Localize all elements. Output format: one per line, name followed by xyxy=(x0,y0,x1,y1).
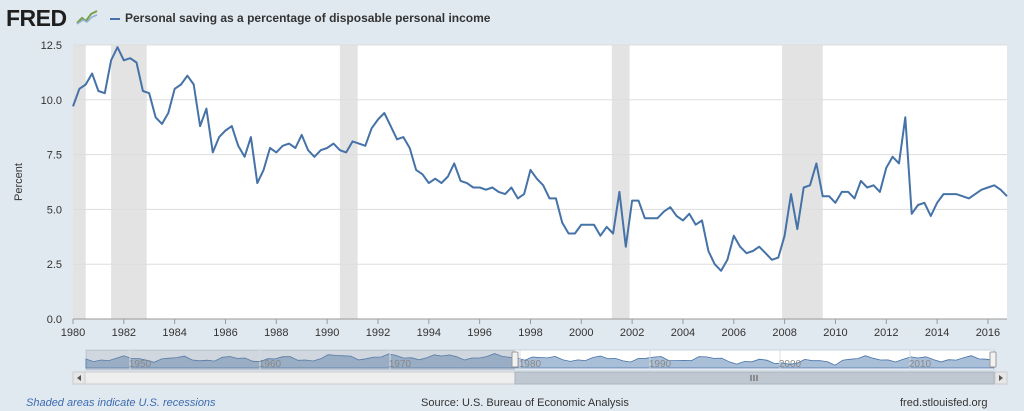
x-tick-label: 1992 xyxy=(366,327,390,339)
x-tick-label: 2016 xyxy=(976,327,1000,339)
x-tick-label: 2014 xyxy=(925,327,949,339)
x-tick-label: 2002 xyxy=(620,327,644,339)
arrow-left-icon xyxy=(77,375,81,381)
navigator-tick-label: 1990 xyxy=(649,359,672,370)
navigator-tick-label: 1970 xyxy=(389,359,412,370)
x-tick-label: 1986 xyxy=(213,327,237,339)
x-tick-label: 2000 xyxy=(569,327,593,339)
navigator-unselected-mask xyxy=(86,350,515,370)
y-axis: 0.0 2.5 5.0 7.5 10.0 12.5 xyxy=(41,40,62,326)
fred-logo[interactable]: FRED xyxy=(6,5,67,31)
x-tick-label: 1988 xyxy=(264,327,288,339)
recession-band-4 xyxy=(782,45,823,319)
recession-note[interactable]: Shaded areas indicate U.S. recessions xyxy=(26,397,216,409)
navigator-handle-left[interactable] xyxy=(511,351,519,368)
navigator-tick-label: 1950 xyxy=(129,359,152,370)
x-tick-label: 1984 xyxy=(162,327,186,339)
recession-band-0 xyxy=(73,45,86,319)
x-tick-label: 2004 xyxy=(671,327,695,339)
series-layer xyxy=(72,46,1008,272)
source-note: Source: U.S. Bureau of Economic Analysis xyxy=(421,397,629,409)
x-tick-label: 2008 xyxy=(772,327,796,339)
recession-shading xyxy=(73,45,823,319)
y-tick-label: 7.5 xyxy=(47,150,62,162)
x-tick-label: 2006 xyxy=(722,327,746,339)
arrow-right-icon xyxy=(999,375,1003,381)
x-tick-label: 1996 xyxy=(467,327,491,339)
x-tick-label: 2012 xyxy=(874,327,898,339)
navigator-ticks: 1950 1960 1970 1980 1990 2000 2010 xyxy=(129,350,932,370)
navigator-handle-right[interactable] xyxy=(989,351,997,368)
x-tick-label: 1982 xyxy=(112,327,136,339)
x-axis: 1980 1982 1984 1986 1988 1990 1992 1994 1996 1998… xyxy=(61,319,1000,339)
site-credit[interactable]: fred.stlouisfed.org xyxy=(900,397,988,409)
navigator-tick-label: 2010 xyxy=(909,359,932,370)
navigator-tick-label: 2000 xyxy=(779,359,802,370)
y-tick-label: 2.5 xyxy=(47,259,62,271)
navigator-series xyxy=(85,353,995,369)
y-tick-label: 12.5 xyxy=(41,40,62,52)
recession-band-3 xyxy=(611,45,630,319)
chart-header: FRED Personal saving as a percentage of … xyxy=(0,0,1024,36)
navigator-tick-label: 1960 xyxy=(259,359,282,370)
fred-chart-icon xyxy=(76,9,98,25)
navigator-tick-label: 1980 xyxy=(519,359,542,370)
x-tick-label: 1980 xyxy=(61,327,85,339)
x-tick-label: 1998 xyxy=(518,327,542,339)
gridlines xyxy=(73,44,1007,265)
y-tick-label: 10.0 xyxy=(41,95,62,107)
x-tick-label: 1994 xyxy=(417,327,441,339)
x-tick-label: 2010 xyxy=(823,327,847,339)
navigator[interactable]: 1950 1960 1970 1980 1990 2000 2010 xyxy=(72,349,1008,385)
y-tick-label: 5.0 xyxy=(47,204,62,216)
grip-icon xyxy=(750,375,758,381)
recession-band-2 xyxy=(339,45,358,319)
legend-swatch xyxy=(110,18,120,20)
series-line-0[interactable] xyxy=(72,46,1008,272)
y-axis-label: Percent xyxy=(13,163,25,201)
legend-label: Personal saving as a percentage of dispo… xyxy=(125,11,491,25)
recession-band-1 xyxy=(111,45,147,319)
x-tick-label: 1990 xyxy=(315,327,339,339)
y-tick-label: 0.0 xyxy=(47,314,62,326)
